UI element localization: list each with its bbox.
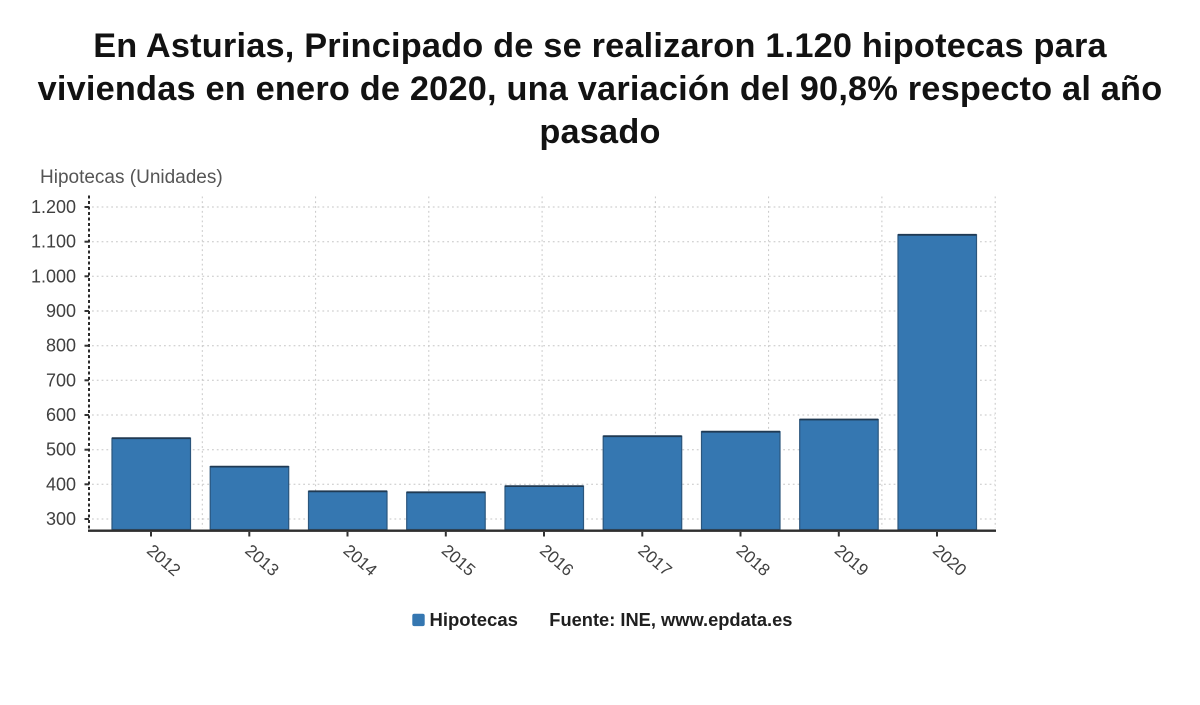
svg-text:Hipotecas (Unidades): Hipotecas (Unidades) — [40, 167, 223, 188]
svg-text:2014: 2014 — [340, 541, 381, 580]
svg-text:1.100: 1.100 — [31, 232, 76, 252]
svg-text:600: 600 — [46, 405, 76, 425]
svg-text:Hipotecas: Hipotecas — [430, 609, 518, 630]
svg-text:500: 500 — [46, 440, 76, 460]
svg-text:400: 400 — [46, 474, 76, 494]
svg-text:2013: 2013 — [241, 541, 282, 580]
svg-text:1.000: 1.000 — [31, 266, 76, 286]
svg-text:2020: 2020 — [929, 541, 970, 580]
svg-text:2018: 2018 — [733, 541, 774, 580]
svg-text:2019: 2019 — [831, 541, 872, 580]
svg-text:900: 900 — [46, 301, 76, 321]
svg-text:800: 800 — [46, 336, 76, 356]
svg-text:1.200: 1.200 — [31, 197, 76, 217]
svg-text:2015: 2015 — [438, 541, 479, 580]
svg-text:2012: 2012 — [143, 541, 184, 580]
svg-text:2016: 2016 — [536, 541, 577, 580]
svg-text:Fuente: INE, www.epdata.es: Fuente: INE, www.epdata.es — [549, 609, 792, 630]
svg-text:700: 700 — [46, 370, 76, 390]
svg-text:2017: 2017 — [634, 541, 675, 580]
svg-text:300: 300 — [46, 509, 76, 529]
